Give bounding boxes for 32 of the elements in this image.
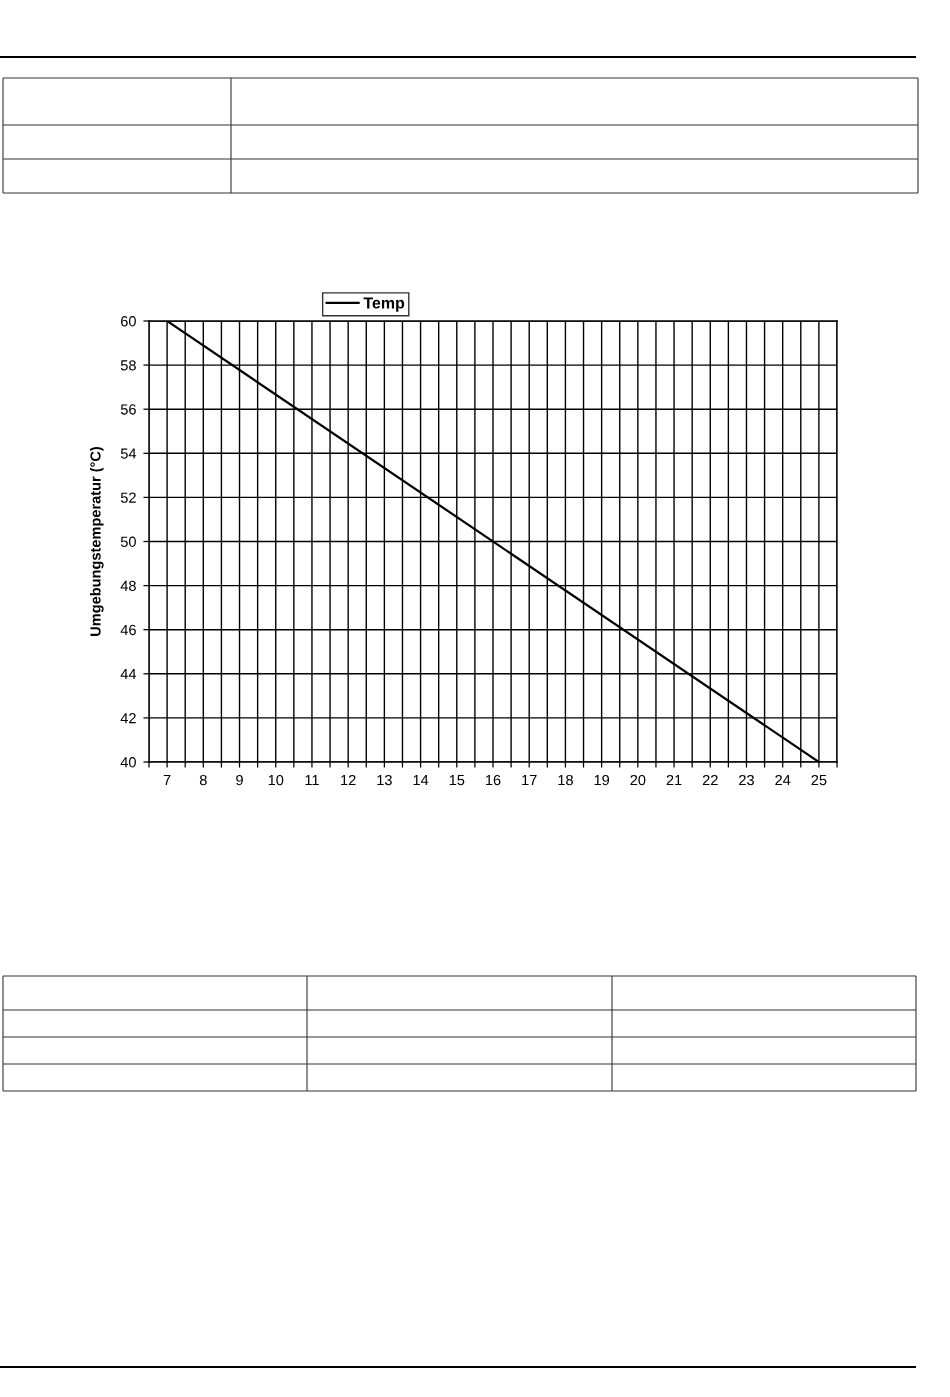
x-tick-label: 13 — [377, 774, 392, 786]
x-tick-label: 7 — [163, 775, 171, 786]
x-tick-label: 21 — [666, 774, 682, 786]
y-tick-label: 40 — [120, 757, 136, 768]
x-tick-label: 23 — [739, 774, 754, 786]
x-tick-label: 8 — [199, 774, 207, 786]
x-tick-label: 25 — [811, 774, 827, 786]
x-tick-label: 14 — [413, 775, 429, 786]
legend-label: Temp — [363, 297, 405, 312]
y-axis-title: Umgebungstemperatur (°C) — [89, 446, 104, 636]
x-tick-label: 15 — [449, 775, 465, 786]
y-tick-label: 54 — [120, 448, 137, 459]
x-tick-label: 17 — [522, 775, 537, 786]
y-tick-label: 48 — [120, 580, 136, 592]
x-tick-label: 18 — [558, 774, 573, 786]
x-tick-label: 9 — [236, 774, 243, 786]
y-tick-label: 46 — [120, 624, 136, 636]
y-tick-label: 52 — [120, 492, 136, 503]
y-tick-label: 42 — [120, 713, 136, 724]
x-tick-label: 19 — [594, 774, 610, 786]
x-tick-label: 11 — [305, 775, 319, 786]
x-tick-label: 16 — [486, 774, 501, 786]
y-tick-label: 50 — [120, 536, 136, 547]
x-tick-label: 10 — [268, 774, 284, 786]
x-tick-label: 24 — [775, 774, 791, 786]
y-tick-label: 60 — [121, 316, 136, 327]
y-tick-label: 44 — [120, 669, 137, 680]
x-tick-label: 20 — [630, 774, 646, 786]
y-tick-label: 56 — [120, 404, 136, 415]
x-tick-label: 22 — [702, 774, 718, 786]
x-tick-label: 12 — [341, 774, 356, 786]
y-tick-label: 58 — [120, 360, 136, 371]
